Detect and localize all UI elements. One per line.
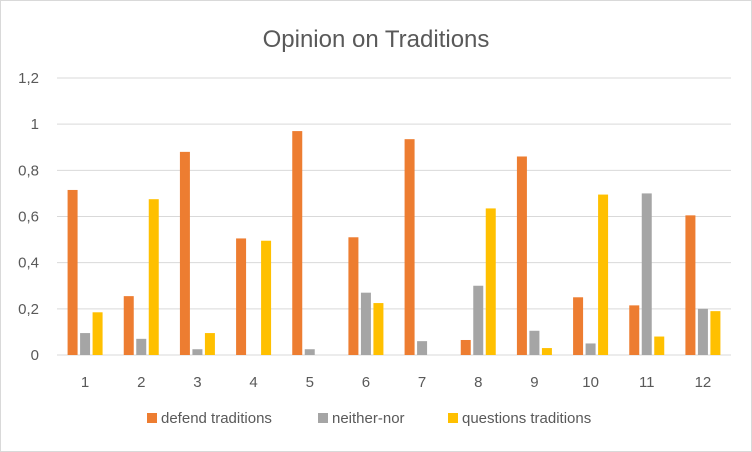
- bar-questions-traditions-9: [541, 348, 552, 355]
- bar-neither-nor-9: [529, 330, 540, 355]
- bar-questions-traditions-1: [92, 312, 103, 355]
- x-tick-label: 4: [249, 374, 257, 391]
- y-axis-ticks: 0 0,2 0,4 0,6 0,8 1 1,2: [18, 70, 39, 364]
- x-tick-label: 3: [193, 374, 201, 391]
- x-tick-label: 10: [582, 374, 599, 391]
- x-tick-label: 6: [362, 374, 370, 391]
- bar-questions-traditions-12: [710, 311, 721, 355]
- y-tick-label: 0,4: [18, 255, 39, 272]
- x-tick-label: 11: [639, 374, 655, 391]
- bar-questions-traditions-2: [148, 199, 159, 355]
- bar-neither-nor-12: [697, 308, 708, 355]
- bar-defend-traditions-6: [348, 237, 359, 355]
- legend-swatch: [147, 413, 157, 423]
- bar-defend-traditions-10: [573, 297, 584, 355]
- bar-defend-traditions-9: [516, 156, 527, 355]
- legend-label: questions traditions: [462, 410, 591, 427]
- x-axis-ticks: 1 2 3 4 5 6 7 8 9 10 11 12: [81, 374, 711, 391]
- x-tick-label: 8: [474, 374, 482, 391]
- bar-defend-traditions-2: [123, 296, 134, 355]
- y-tick-label: 0,6: [18, 209, 39, 226]
- bar-questions-traditions-6: [373, 303, 384, 355]
- bar-defend-traditions-7: [404, 139, 415, 355]
- x-tick-label: 5: [306, 374, 314, 391]
- bar-defend-traditions-4: [236, 238, 247, 355]
- bar-questions-traditions-4: [261, 240, 272, 355]
- x-tick-label: 1: [81, 374, 89, 391]
- bar-neither-nor-2: [136, 338, 147, 355]
- bar-neither-nor-1: [80, 333, 91, 355]
- bar-neither-nor-7: [417, 341, 428, 355]
- bar-questions-traditions-11: [654, 336, 665, 355]
- bar-neither-nor-5: [304, 349, 315, 355]
- bar-neither-nor-6: [360, 292, 371, 355]
- y-tick-label: 0,8: [18, 162, 39, 179]
- gridlines: [57, 77, 731, 356]
- bar-defend-traditions-12: [685, 215, 696, 355]
- bar-questions-traditions-8: [485, 208, 496, 355]
- legend-swatch: [448, 413, 458, 423]
- bar-defend-traditions-3: [179, 151, 190, 355]
- bar-questions-traditions-3: [204, 333, 215, 355]
- bar-neither-nor-10: [585, 343, 596, 355]
- x-tick-label: 7: [418, 374, 426, 391]
- chart-title: Opinion on Traditions: [263, 26, 490, 53]
- bars: [67, 131, 721, 355]
- y-tick-label: 0: [31, 347, 39, 364]
- bar-neither-nor-3: [192, 349, 203, 355]
- bar-neither-nor-11: [641, 193, 652, 355]
- bar-defend-traditions-1: [67, 189, 78, 355]
- bar-defend-traditions-5: [292, 131, 303, 355]
- bar-defend-traditions-8: [460, 339, 471, 355]
- y-tick-label: 1: [31, 116, 39, 133]
- bar-questions-traditions-10: [598, 194, 609, 355]
- legend-swatch: [318, 413, 328, 423]
- x-tick-label: 12: [695, 374, 712, 391]
- legend-label: neither-nor: [332, 410, 405, 427]
- y-tick-label: 1,2: [18, 70, 39, 87]
- legend-label: defend traditions: [161, 410, 272, 427]
- legend: defend traditions neither-nor questions tr…: [147, 410, 591, 427]
- bar-defend-traditions-11: [629, 305, 640, 355]
- x-tick-label: 9: [530, 374, 538, 391]
- bar-neither-nor-8: [473, 285, 484, 355]
- x-tick-label: 2: [137, 374, 145, 391]
- y-tick-label: 0,2: [18, 301, 39, 318]
